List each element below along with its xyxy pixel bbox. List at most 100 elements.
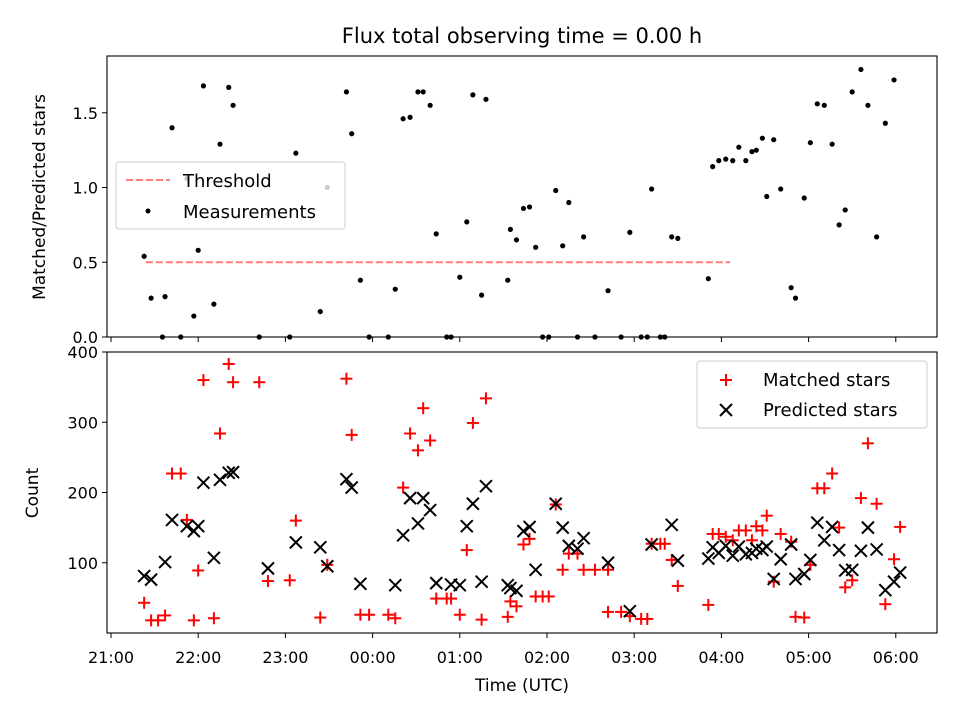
measurement-point xyxy=(230,102,236,108)
measurement-point xyxy=(200,83,207,89)
measurement-point xyxy=(566,199,572,206)
measurement-point xyxy=(788,285,794,291)
matched-star-point xyxy=(187,614,200,627)
matched-star-point xyxy=(615,605,628,618)
matched-star-point xyxy=(222,357,235,370)
measurement-point xyxy=(357,277,363,283)
matched-star-point xyxy=(798,611,811,624)
predicted-star-point xyxy=(845,563,859,577)
x-tick-label: 02:00 xyxy=(524,648,570,667)
matched-star-point xyxy=(460,544,473,557)
matched-star-point xyxy=(445,592,458,605)
matched-star-point xyxy=(894,520,907,533)
measurement-point xyxy=(513,237,520,243)
measurement-point xyxy=(764,193,770,200)
measurement-point xyxy=(293,150,299,156)
measurement-point xyxy=(162,294,168,300)
predicted-star-point xyxy=(644,537,659,552)
ratio-points-group xyxy=(141,66,897,340)
measurement-point xyxy=(191,313,197,319)
x-tick-label: 23:00 xyxy=(262,648,308,667)
matched-star-point xyxy=(152,614,165,627)
predicted-star-point xyxy=(555,520,570,535)
matched-star-point xyxy=(417,402,430,415)
matched-star-point xyxy=(517,538,530,551)
predicted-star-point xyxy=(825,520,839,534)
predicted-star-point xyxy=(601,556,615,570)
predicted-star-point xyxy=(165,513,179,527)
matched-star-point xyxy=(602,563,615,576)
matched-star-point xyxy=(283,574,296,587)
predicted-star-point xyxy=(411,516,425,531)
ratio-y-ticks: 0.0 0.5 1.0 1.5 xyxy=(73,104,107,347)
matched-star-point xyxy=(870,497,883,510)
count-points-group xyxy=(137,357,907,627)
matched-star-point xyxy=(197,374,210,387)
matched-star-point xyxy=(389,612,402,625)
predicted-star-point xyxy=(137,569,151,583)
measurement-point xyxy=(749,149,755,155)
count-x-ticks: 21:00 22:00 23:00 00:00 01:00 02:00 03:00 04:00… xyxy=(88,633,919,667)
measurement-point xyxy=(743,158,749,164)
matched-star-point xyxy=(430,592,443,605)
predicted-star-point xyxy=(854,544,868,558)
predicted-star-point xyxy=(887,575,901,589)
matched-star-point xyxy=(138,596,151,609)
count-y-tick-label: 200 xyxy=(67,484,98,503)
ratio-plot-frame xyxy=(106,55,938,338)
ratio-x-ticks xyxy=(110,337,897,342)
predicted-star-point xyxy=(320,559,334,573)
measurement-point xyxy=(792,295,799,301)
matched-star-point xyxy=(466,416,479,429)
count-y-axis-label: Count xyxy=(23,467,43,518)
measurement-point xyxy=(849,89,855,95)
count-legend-box xyxy=(696,360,928,429)
measurement-point xyxy=(759,135,765,141)
measurement-point xyxy=(520,205,527,212)
predicted-star-point xyxy=(466,497,480,511)
predicted-star-point xyxy=(196,475,211,490)
matched-star-point xyxy=(253,376,266,389)
predicted-legend-label: Predicted stars xyxy=(763,400,897,421)
measurement-point xyxy=(211,301,217,307)
matched-star-point xyxy=(363,608,376,621)
measurement-point xyxy=(470,92,476,98)
predicted-star-point xyxy=(719,539,733,553)
count-legend: Matched stars Predicted stars xyxy=(696,360,928,429)
predicted-star-point xyxy=(522,520,537,534)
matched-star-point xyxy=(397,481,410,494)
predicted-star-point xyxy=(429,576,443,590)
predicted-star-point xyxy=(576,531,591,545)
x-tick-label: 21:00 xyxy=(88,648,134,667)
measurement-point xyxy=(710,164,716,170)
matched-star-point xyxy=(340,372,353,385)
matched-star-point xyxy=(504,595,517,608)
predicted-star-point xyxy=(180,519,194,533)
measurement-point xyxy=(730,158,736,164)
predicted-star-point xyxy=(767,572,781,586)
matched-star-point xyxy=(641,612,654,625)
measurement-point xyxy=(842,207,848,213)
measurement-point xyxy=(778,186,784,192)
matched-star-point xyxy=(756,524,769,537)
predicted-star-point xyxy=(388,578,402,592)
x-tick-label: 04:00 xyxy=(698,648,744,667)
measurement-point xyxy=(195,247,201,253)
matched-star-point xyxy=(702,598,715,611)
matched-star-point xyxy=(774,527,787,540)
threshold-legend-label: Threshold xyxy=(182,171,272,192)
measurement-point xyxy=(217,141,223,147)
measurement-point xyxy=(427,102,433,108)
predicted-star-point xyxy=(549,497,563,511)
predicted-star-point xyxy=(353,577,368,591)
matched-star-point xyxy=(345,428,358,441)
count-y-tick-label: 300 xyxy=(67,413,98,432)
measurement-point xyxy=(526,204,533,210)
matched-legend-label: Matched stars xyxy=(763,370,890,391)
matched-star-point xyxy=(314,611,327,624)
ratio-y-tick-label: 1.5 xyxy=(73,104,98,123)
matched-star-point xyxy=(556,563,569,576)
count-y-tick-label: 400 xyxy=(67,343,98,362)
measurement-point xyxy=(507,226,513,232)
measurement-point xyxy=(753,147,759,153)
